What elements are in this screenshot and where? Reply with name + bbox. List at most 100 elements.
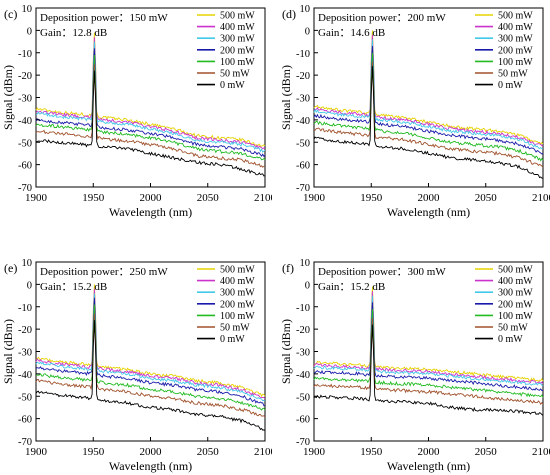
series-line-50mw (35, 313, 266, 418)
y-tick-label: -10 (296, 49, 310, 60)
legend-entry: 50 mW (220, 69, 250, 80)
x-axis-label: Wavelength (nm) (109, 205, 192, 219)
annotation-text: Deposition power：300 mW (318, 266, 446, 278)
chart-panel-f: 1900 1950 2000 2050 2100 10 0 -10 -20 -30 -40 -50 -6… (279, 258, 550, 473)
series-line-0mw (313, 66, 544, 179)
panel-label: (d) (282, 7, 296, 21)
y-tick-label: -50 (18, 392, 32, 403)
y-tick-label: -40 (296, 116, 310, 127)
legend-entry: 500 mW (220, 11, 255, 22)
legend-entry: 300 mW (498, 34, 533, 45)
legend-entry: 500 mW (498, 11, 533, 22)
x-axis-label: Wavelength (nm) (109, 459, 192, 473)
annotation-text: Gain：14.6 dB (318, 27, 385, 39)
x-tick-label: 2100 (254, 446, 272, 458)
annotation-text: Gain：15.2 dB (40, 281, 107, 293)
legend-entry: 50 mW (220, 323, 250, 334)
y-tick-label: -10 (18, 303, 32, 314)
legend-entry: 50 mW (498, 69, 528, 80)
y-tick-label: -50 (296, 138, 310, 149)
series-line-50mw (35, 63, 266, 168)
y-tick-label: -40 (18, 370, 32, 381)
series-line-300mw (35, 41, 266, 153)
legend-entry: 500 mW (498, 265, 533, 276)
x-tick-label: 2000 (140, 192, 163, 204)
annotation-text: Gain：15.2 dB (318, 281, 385, 293)
y-tick-label: -30 (18, 348, 32, 359)
series-line-500mw (313, 30, 544, 146)
series-line-300mw (35, 293, 266, 402)
y-tick-label: -20 (296, 325, 310, 336)
y-tick-label: -10 (296, 303, 310, 314)
plot-frame (35, 7, 266, 188)
legend-entry: 0 mW (220, 80, 245, 91)
y-tick-label: 10 (300, 4, 311, 15)
x-tick-label: 2100 (532, 446, 550, 458)
x-axis-label: Wavelength (nm) (387, 205, 470, 219)
series-line-500mw (35, 284, 266, 398)
legend-entry: 100 mW (498, 57, 533, 68)
series-line-100mw (313, 308, 544, 398)
annotation-text: Deposition power：150 mW (40, 12, 168, 24)
panel-label: (e) (4, 261, 17, 275)
y-tick-label: 0 (305, 280, 310, 291)
x-tick-label: 2050 (475, 446, 498, 458)
legend-entry: 200 mW (498, 299, 533, 310)
y-tick-label: -30 (296, 348, 310, 359)
y-tick-label: -70 (296, 437, 310, 448)
y-axis-label: Signal (dBm) (1, 319, 15, 384)
legend-entry: 400 mW (498, 276, 533, 287)
x-tick-label: 1950 (360, 192, 383, 204)
y-tick-label: 0 (27, 26, 32, 37)
y-tick-label: -20 (18, 71, 32, 82)
y-tick-label: -30 (18, 94, 32, 105)
y-tick-label: -10 (18, 49, 32, 60)
y-tick-label: 10 (22, 4, 33, 15)
series-line-300mw (313, 295, 544, 387)
x-tick-label: 1900 (303, 446, 326, 458)
x-tick-label: 1950 (82, 192, 105, 204)
x-tick-label: 2000 (418, 446, 441, 458)
series-line-0mw (313, 324, 544, 416)
series-line-100mw (35, 304, 266, 411)
legend-entry: 200 mW (498, 45, 533, 56)
y-tick-label: -20 (296, 71, 310, 82)
legend-entry: 400 mW (220, 22, 255, 33)
legend-entry: 300 mW (498, 288, 533, 299)
series-line-400mw (35, 37, 266, 150)
legend-entry: 0 mW (498, 80, 523, 91)
legend-entry: 100 mW (498, 311, 533, 322)
y-tick-label: -30 (296, 94, 310, 105)
x-tick-label: 2100 (532, 192, 550, 204)
legend-entry: 400 mW (220, 276, 255, 287)
legend-entry: 400 mW (498, 22, 533, 33)
y-tick-label: -60 (296, 415, 310, 426)
x-tick-label: 2000 (140, 446, 163, 458)
x-tick-label: 2050 (197, 446, 220, 458)
chart-panel-c: 1900 1950 2000 2050 2100 10 0 -10 -20 -30 -40 -50 -6… (1, 4, 272, 219)
legend-entry: 0 mW (220, 334, 245, 345)
series-line-50mw (313, 61, 544, 168)
legend-entry: 100 mW (220, 311, 255, 322)
y-tick-label: -40 (18, 116, 32, 127)
y-tick-label: -50 (296, 392, 310, 403)
series-line-400mw (313, 34, 544, 147)
y-tick-label: 10 (22, 258, 33, 269)
y-tick-label: -60 (296, 161, 310, 172)
series-line-200mw (313, 302, 543, 391)
x-tick-label: 2050 (197, 192, 220, 204)
annotation-text: Deposition power：200 mW (318, 12, 446, 24)
y-tick-label: 10 (300, 258, 311, 269)
series-line-0mw (35, 320, 266, 431)
x-tick-label: 1900 (25, 192, 48, 204)
series-line-300mw (313, 39, 543, 150)
y-tick-label: -50 (18, 138, 32, 149)
legend-entry: 100 mW (220, 57, 255, 68)
panel-label: (f) (282, 261, 294, 275)
legend-entry: 500 mW (220, 265, 255, 276)
legend-entry: 200 mW (220, 299, 255, 310)
plot-frame (313, 7, 544, 188)
series-line-100mw (313, 52, 544, 162)
series-line-400mw (35, 288, 266, 399)
